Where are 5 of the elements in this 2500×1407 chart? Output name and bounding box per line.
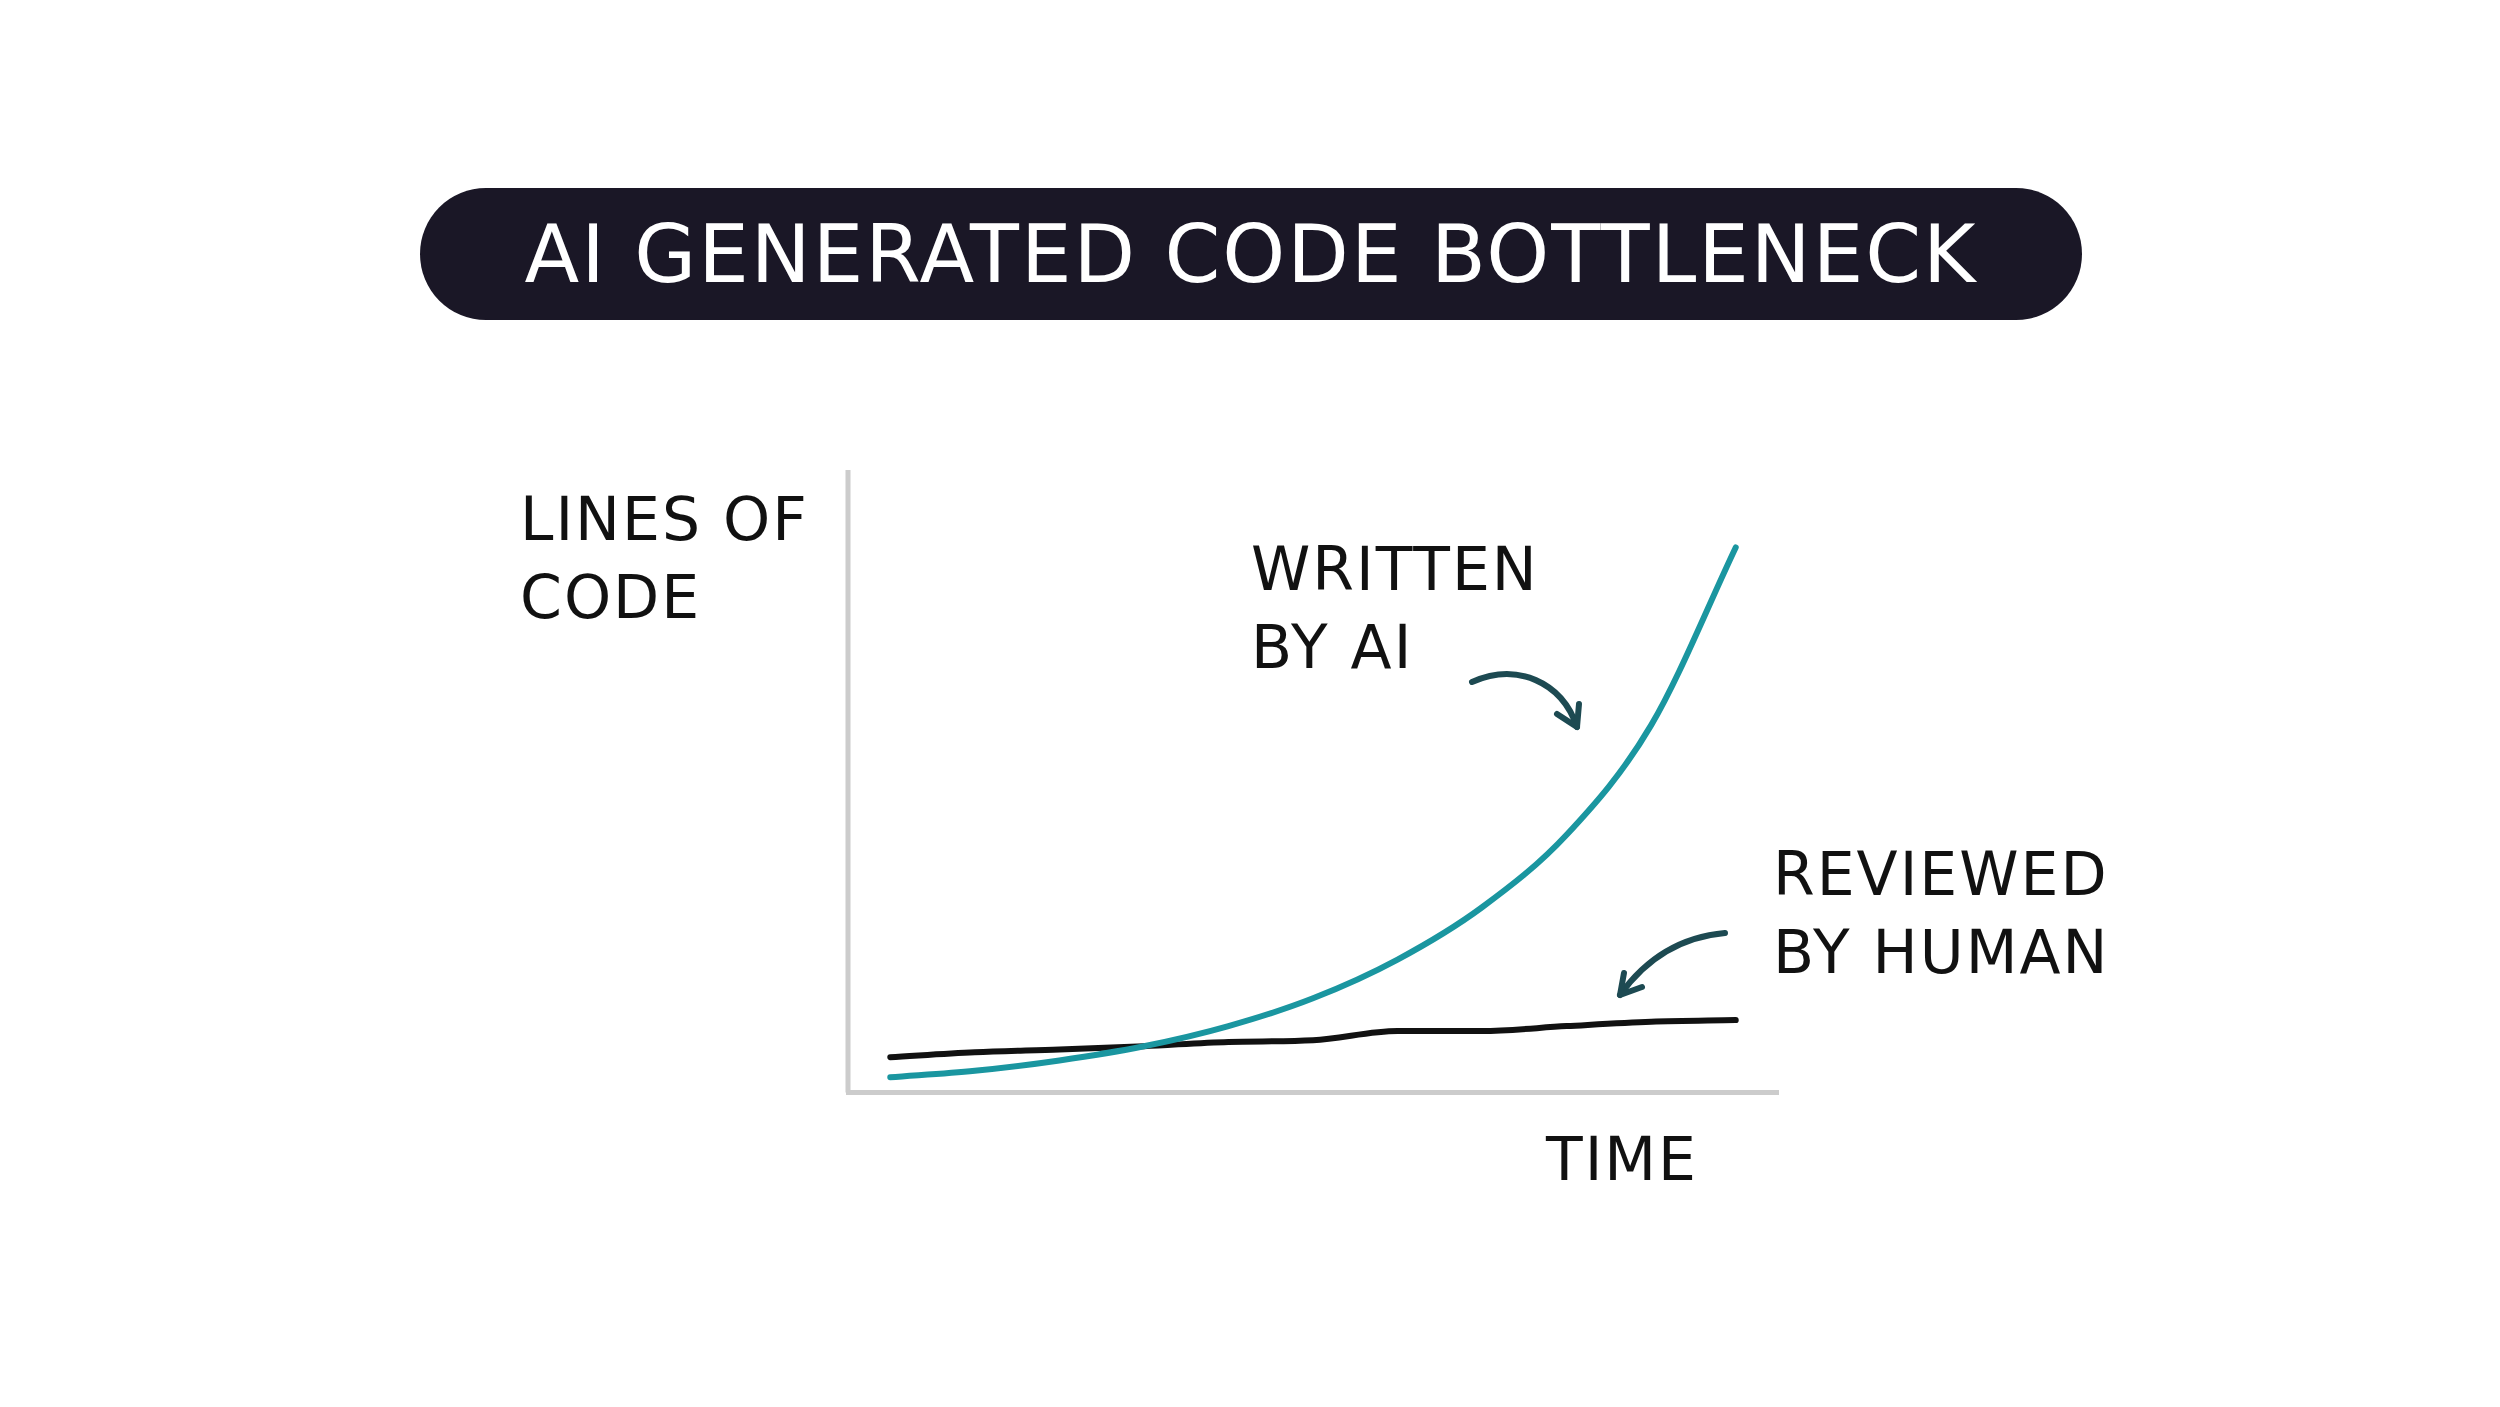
series-label: WRITTEN BY AI [1251, 533, 1540, 684]
y-axis-title: LINES OF CODE [520, 483, 810, 634]
series-label: REVIEWED BY HUMAN [1773, 838, 2111, 989]
x-axis-title: TIME [1546, 1123, 1699, 1196]
chart-title: AI GENERATED CODE BOTTLENECK [420, 188, 2082, 320]
